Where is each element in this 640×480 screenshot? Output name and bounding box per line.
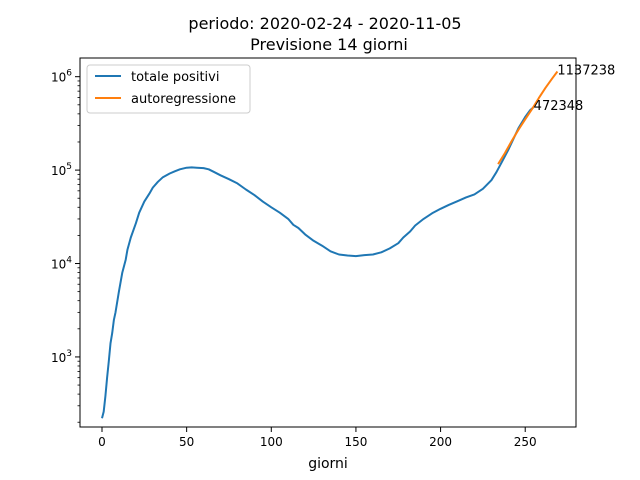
series-line-1: [497, 70, 559, 165]
chart-title-line-2: Previsione 14 giorni: [250, 35, 408, 54]
annotations: 1137238 472348: [534, 63, 616, 114]
y-tick-label: 103: [51, 349, 72, 365]
legend: totale positivi autoregressione: [86, 64, 251, 114]
x-axis-label: giorni: [308, 456, 348, 472]
x-tick-label: 100: [260, 435, 283, 449]
x-tick-label: 200: [429, 435, 452, 449]
annotation-label: 1137238: [557, 63, 615, 78]
y-axis-ticks: 103 104 105 106: [51, 69, 80, 423]
y-tick-label: 104: [51, 256, 72, 272]
x-tick-label: 150: [344, 435, 367, 449]
y-tick-label: 105: [51, 162, 72, 178]
legend-label-totale-positivi: totale positivi: [131, 70, 219, 85]
x-tick-label: 0: [98, 435, 106, 449]
legend-box: [86, 64, 251, 114]
series-line-0: [101, 106, 535, 419]
plot-lines: [101, 70, 559, 419]
legend-label-autoregressione: autoregressione: [131, 92, 236, 107]
x-axis-ticks: 0 50 100 150 200 250: [98, 427, 537, 449]
x-tick-label: 50: [179, 435, 194, 449]
x-tick-label: 250: [514, 435, 537, 449]
plot-area: [79, 57, 577, 428]
y-tick-label: 106: [51, 69, 72, 85]
chart-title-line-1: periodo: 2020-02-24 - 2020-11-05: [188, 14, 461, 33]
annotation-label: 472348: [534, 99, 584, 114]
